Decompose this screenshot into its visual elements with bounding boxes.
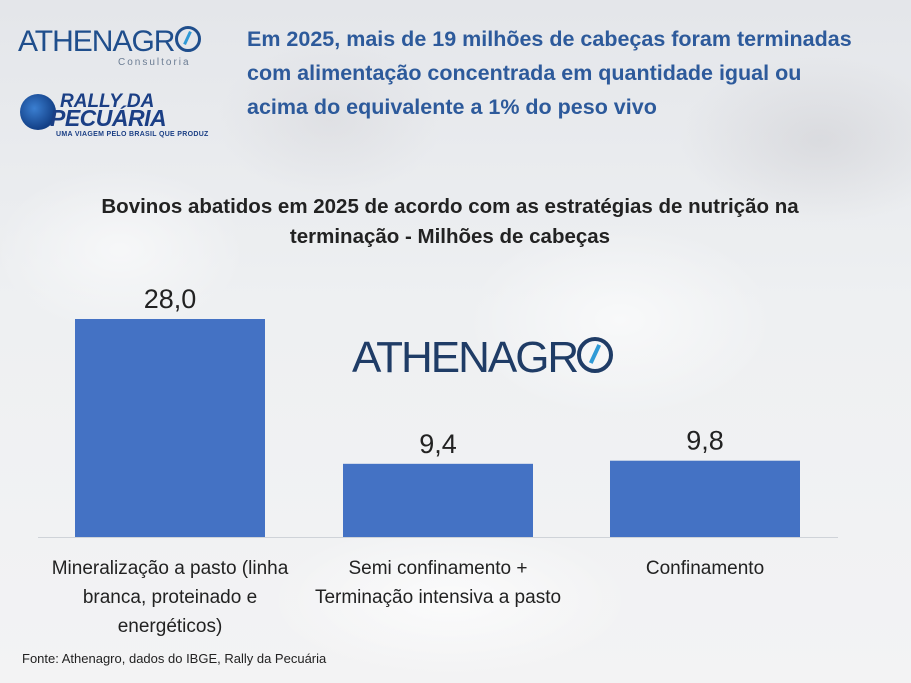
bar-2 [343,463,533,537]
compass-icon [577,337,614,373]
compass-icon [175,26,202,52]
globe-icon [20,94,56,130]
athenagro-watermark: ATHENAGR [352,336,614,380]
chart-title: Bovinos abatidos em 2025 de acordo com a… [101,195,799,248]
athenagro-logo: ATHENAGR [18,26,202,57]
category-label-1: Mineralização a pasto (linha branca, pro… [51,558,289,637]
source-note: Fonte: Athenagro, dados do IBGE, Rally d… [22,651,327,666]
data-label-3: 9,8 [686,426,724,456]
rally-logo-line1: RALLY DA [60,91,155,112]
bar-1 [75,319,265,537]
data-label-2: 9,4 [419,429,457,459]
athenagro-logo-subtitle: Consultoria [118,57,191,68]
rally-logo-line2: PECUÁRIA [50,105,167,131]
rally-da-pecuaria-logo: RALLY DA PECUÁRIA UMA VIAGEM PELO BRASIL… [20,91,208,140]
bar-3 [610,460,800,537]
category-label-3: Confinamento [645,558,765,579]
category-label-2: Semi confinamento + Terminação intensiva… [314,558,562,608]
rally-logo-tagline: UMA VIAGEM PELO BRASIL QUE PRODUZ [56,131,209,138]
data-label-1: 28,0 [144,284,197,314]
headline: Em 2025, mais de 19 milhões de cabeças f… [247,27,852,119]
